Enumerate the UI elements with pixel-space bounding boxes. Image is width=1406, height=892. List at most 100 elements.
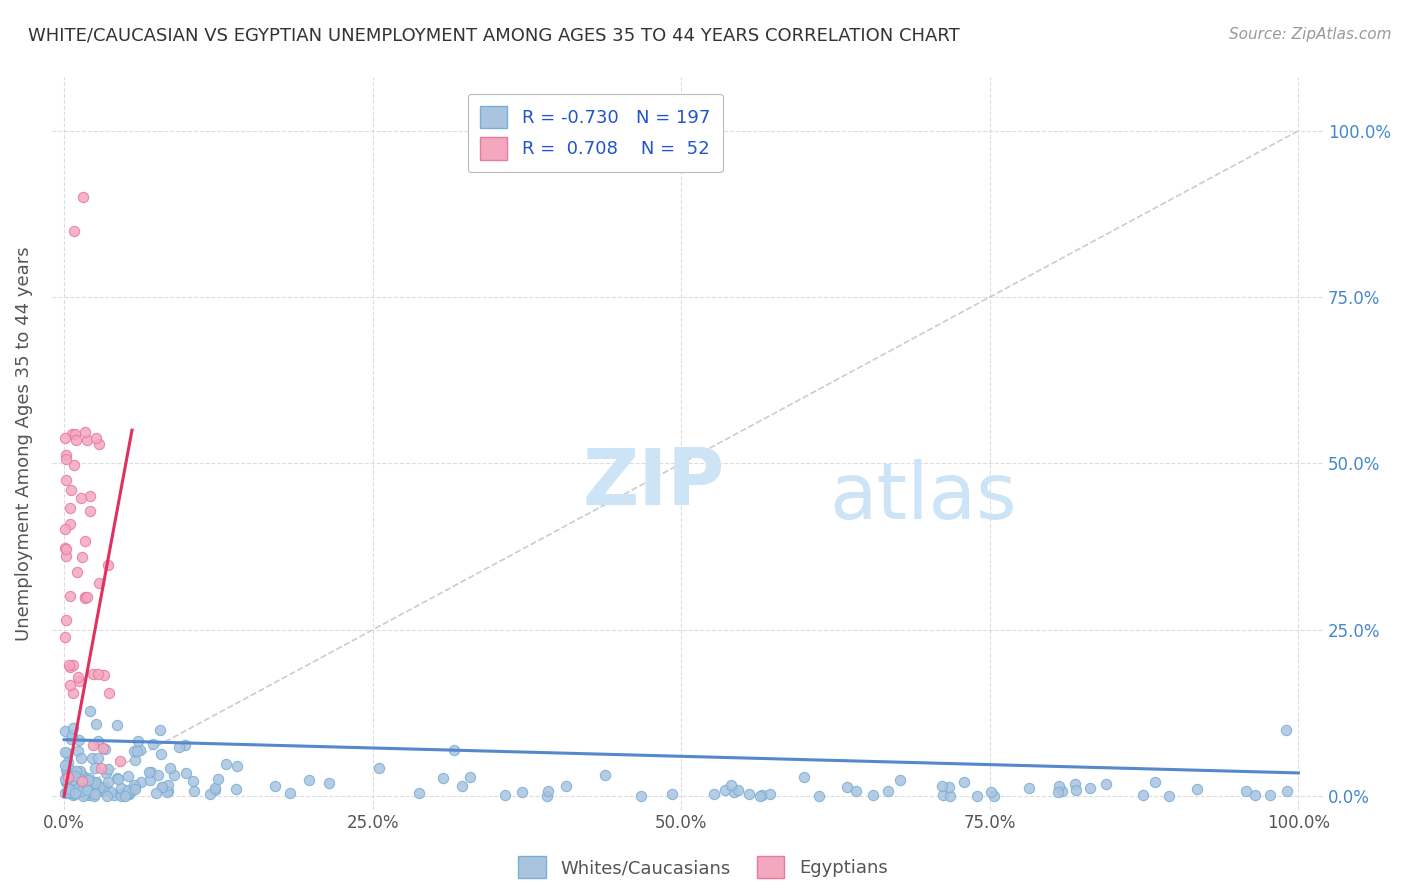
Point: [167, 739, 190, 754]
Point: [127, 734, 149, 748]
Point: [97, 762, 120, 776]
Point: [87, 576, 110, 591]
Point: [84, 761, 107, 775]
Point: [877, 784, 900, 798]
Point: [980, 784, 1002, 798]
Point: [87, 780, 110, 795]
Point: [84, 775, 107, 789]
Point: [1064, 782, 1087, 797]
Point: [59, 784, 82, 798]
Point: [1275, 784, 1298, 798]
Point: [63, 223, 86, 237]
Point: [67, 732, 90, 747]
Point: [53, 522, 76, 536]
Point: [127, 743, 149, 757]
Point: [82, 666, 104, 681]
Point: [58, 769, 80, 783]
Point: [163, 767, 186, 781]
Point: [142, 737, 165, 751]
Point: [72, 190, 94, 204]
Point: [117, 787, 139, 801]
Point: [91, 784, 114, 798]
Point: [1095, 777, 1118, 791]
Point: [82, 739, 104, 753]
Point: [807, 789, 830, 803]
Point: [107, 772, 129, 787]
Point: [149, 723, 172, 737]
Point: [66, 768, 89, 782]
Point: [889, 772, 911, 787]
Point: [63, 426, 86, 441]
Point: [148, 768, 170, 782]
Point: [751, 789, 773, 803]
Point: [120, 783, 142, 797]
Point: [932, 788, 955, 802]
Point: [70, 784, 93, 798]
Point: [174, 738, 197, 752]
Point: [510, 784, 533, 798]
Point: [983, 789, 1005, 803]
Point: [60, 426, 83, 441]
Point: [59, 660, 82, 674]
Point: [966, 789, 988, 803]
Point: [96, 765, 118, 780]
Point: [75, 425, 97, 439]
Point: [703, 788, 725, 802]
Point: [70, 783, 93, 797]
Point: [58, 786, 80, 800]
Point: [72, 769, 94, 783]
Point: [77, 779, 100, 793]
Point: [76, 782, 98, 797]
Point: [159, 761, 181, 775]
Point: [408, 786, 430, 800]
Point: [56, 770, 79, 784]
Point: [835, 780, 858, 794]
Point: [76, 434, 98, 448]
Point: [55, 613, 77, 627]
Point: [53, 541, 76, 555]
Point: [759, 787, 782, 801]
Point: [67, 786, 90, 800]
Point: [58, 781, 80, 796]
Point: [176, 765, 198, 780]
Point: [55, 775, 77, 789]
Point: [150, 780, 173, 794]
Point: [432, 771, 454, 785]
Point: [66, 565, 89, 579]
Point: [1258, 789, 1281, 803]
Point: [738, 787, 761, 801]
Point: [69, 771, 91, 785]
Point: [55, 774, 77, 789]
Point: [65, 433, 87, 447]
Point: [59, 589, 82, 603]
Point: [87, 734, 110, 748]
Point: [124, 782, 146, 797]
Point: [69, 491, 91, 505]
Point: [69, 751, 91, 765]
Point: [1047, 785, 1070, 799]
Point: [59, 764, 82, 778]
Point: [67, 670, 90, 684]
Point: [117, 787, 139, 801]
Point: [103, 789, 125, 803]
Point: [204, 783, 226, 797]
Point: [56, 756, 79, 770]
Point: [115, 787, 138, 801]
Point: [53, 630, 76, 644]
Point: [110, 789, 132, 803]
Point: [124, 780, 146, 794]
Legend: Whites/Caucasians, Egyptians: Whites/Caucasians, Egyptians: [512, 849, 894, 886]
Point: [62, 786, 84, 800]
Point: [58, 768, 80, 782]
Point: [67, 780, 90, 795]
Point: [1275, 723, 1298, 737]
Point: [60, 781, 83, 796]
Point: [56, 769, 79, 783]
Point: [450, 779, 472, 793]
Point: [1185, 782, 1208, 797]
Point: [73, 776, 96, 790]
Point: [55, 763, 77, 777]
Point: [723, 785, 745, 799]
Point: [65, 764, 87, 778]
Point: [69, 781, 91, 796]
